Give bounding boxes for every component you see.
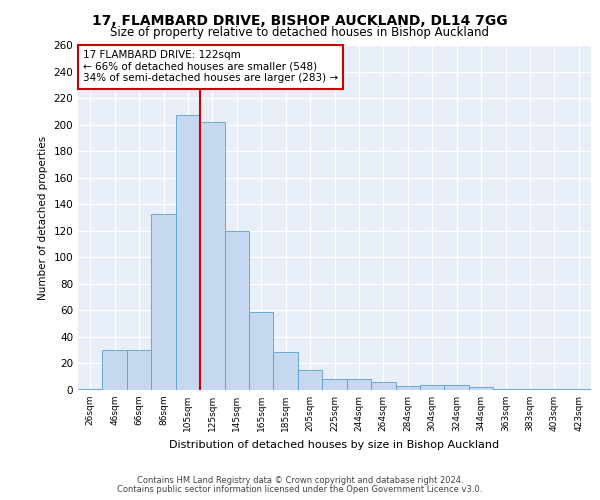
Bar bbox=[249, 312, 274, 390]
Bar bbox=[103, 350, 127, 390]
Text: Contains public sector information licensed under the Open Government Licence v3: Contains public sector information licen… bbox=[118, 485, 482, 494]
Bar bbox=[566, 388, 591, 390]
Text: 17, FLAMBARD DRIVE, BISHOP AUCKLAND, DL14 7GG: 17, FLAMBARD DRIVE, BISHOP AUCKLAND, DL1… bbox=[92, 14, 508, 28]
Bar bbox=[274, 352, 298, 390]
Text: 17 FLAMBARD DRIVE: 122sqm
← 66% of detached houses are smaller (548)
34% of semi: 17 FLAMBARD DRIVE: 122sqm ← 66% of detac… bbox=[83, 50, 338, 84]
Y-axis label: Number of detached properties: Number of detached properties bbox=[38, 136, 48, 300]
Bar bbox=[298, 370, 322, 390]
Bar bbox=[420, 384, 445, 390]
X-axis label: Distribution of detached houses by size in Bishop Auckland: Distribution of detached houses by size … bbox=[169, 440, 500, 450]
Bar bbox=[542, 388, 566, 390]
Text: Size of property relative to detached houses in Bishop Auckland: Size of property relative to detached ho… bbox=[110, 26, 490, 39]
Bar bbox=[127, 350, 151, 390]
Bar bbox=[176, 116, 200, 390]
Bar bbox=[224, 231, 249, 390]
Bar bbox=[518, 388, 542, 390]
Bar bbox=[493, 388, 518, 390]
Bar bbox=[371, 382, 395, 390]
Bar bbox=[469, 388, 493, 390]
Bar bbox=[322, 380, 347, 390]
Bar bbox=[445, 384, 469, 390]
Bar bbox=[395, 386, 420, 390]
Text: Contains HM Land Registry data © Crown copyright and database right 2024.: Contains HM Land Registry data © Crown c… bbox=[137, 476, 463, 485]
Bar bbox=[347, 380, 371, 390]
Bar bbox=[200, 122, 224, 390]
Bar bbox=[78, 388, 103, 390]
Bar bbox=[151, 214, 176, 390]
